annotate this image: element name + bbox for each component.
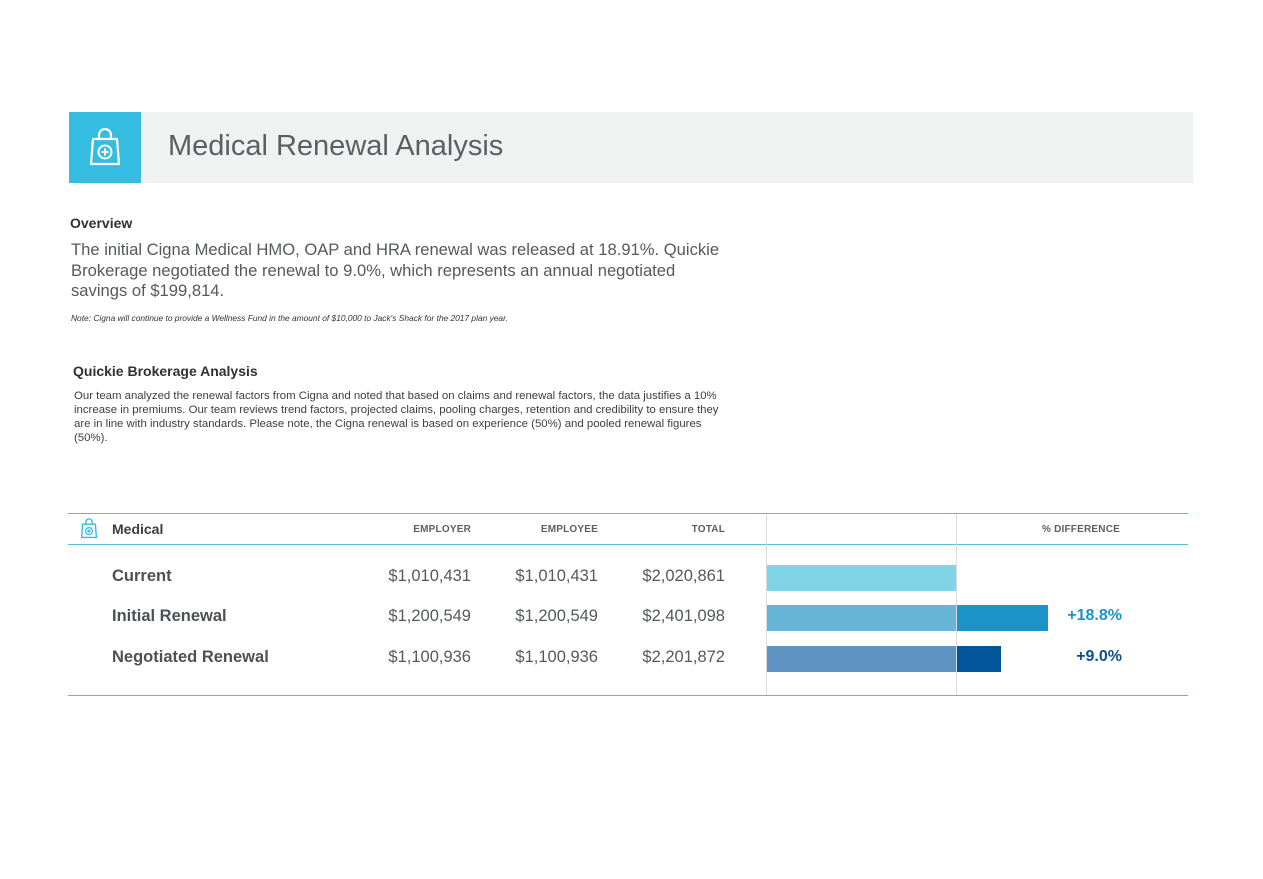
table-top-rule xyxy=(68,513,1188,514)
pct-initial-renewal: +18.8% xyxy=(1067,607,1122,624)
row-label-initial-renewal: Initial Renewal xyxy=(112,607,227,625)
cell-total-initial-renewal: $2,401,098 xyxy=(642,607,725,625)
header-icon-box xyxy=(69,112,141,183)
pct-negotiated-renewal: +9.0% xyxy=(1076,648,1122,665)
medical-bag-icon xyxy=(80,518,98,539)
note-text: Note: Cigna will continue to provide a W… xyxy=(71,313,508,323)
analysis-heading: Quickie Brokerage Analysis xyxy=(73,363,258,379)
medical-bag-icon xyxy=(89,127,121,165)
analysis-text: Our team analyzed the renewal factors fr… xyxy=(74,390,719,444)
col-head-employer: EMPLOYER xyxy=(413,524,471,535)
bar-diff-initial-renewal xyxy=(957,605,1048,631)
table-bottom-rule xyxy=(68,695,1188,696)
col-head-employee: EMPLOYEE xyxy=(540,524,598,535)
row-label-current: Current xyxy=(112,567,172,585)
cell-employer-negotiated-renewal: $1,100,936 xyxy=(388,648,471,666)
table-medical-icon xyxy=(80,518,98,545)
bar-base-current xyxy=(767,565,956,591)
cell-employer-current: $1,010,431 xyxy=(388,567,471,585)
table-title: Medical xyxy=(112,521,164,537)
bar-base-negotiated-renewal xyxy=(767,646,956,672)
cell-total-negotiated-renewal: $2,201,872 xyxy=(642,648,725,666)
cell-employee-current: $1,010,431 xyxy=(515,567,598,585)
col-head-total: TOTAL xyxy=(691,524,725,535)
bar-base-initial-renewal xyxy=(767,605,956,631)
col-head-difference: % DIFFERENCE xyxy=(1042,524,1120,535)
header-bar: Medical Renewal Analysis xyxy=(69,112,1193,183)
overview-text: The initial Cigna Medical HMO, OAP and H… xyxy=(71,240,720,300)
chart-left-divider xyxy=(766,514,767,695)
bar-diff-negotiated-renewal xyxy=(957,646,1001,672)
cell-total-current: $2,020,861 xyxy=(642,567,725,585)
table-header-rule xyxy=(68,544,1188,545)
overview-heading: Overview xyxy=(70,215,133,231)
cell-employee-negotiated-renewal: $1,100,936 xyxy=(515,648,598,666)
page-title: Medical Renewal Analysis xyxy=(168,130,504,162)
row-label-negotiated-renewal: Negotiated Renewal xyxy=(112,648,269,666)
cell-employee-initial-renewal: $1,200,549 xyxy=(515,607,598,625)
chart-baseline-divider xyxy=(956,514,957,695)
cell-employer-initial-renewal: $1,200,549 xyxy=(388,607,471,625)
